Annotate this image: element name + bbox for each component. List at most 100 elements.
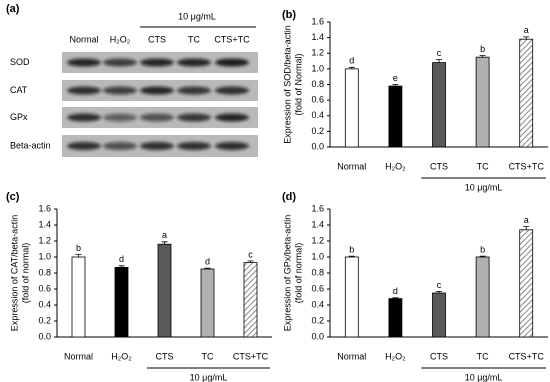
lane-label: TC <box>188 34 200 44</box>
bar <box>432 292 446 338</box>
error-bar <box>479 255 486 257</box>
x-tick-label: CTS <box>156 351 174 361</box>
bar <box>71 256 86 338</box>
y-tick-label: 1.4 <box>311 32 324 42</box>
concentration-label: 10 μg/mL <box>178 11 216 21</box>
blot-band <box>140 142 174 150</box>
lane-label: CTS <box>148 34 166 44</box>
blot-band <box>103 86 137 95</box>
lane-label: Normal <box>69 34 98 44</box>
significance-label: d <box>205 257 210 267</box>
lane-label: CTS+TC <box>214 34 250 44</box>
x-tick-label: H₂O₂ <box>385 351 406 361</box>
blot-band <box>177 86 211 95</box>
y-tick-label: 0.2 <box>311 126 324 136</box>
blot-band <box>215 86 249 95</box>
bar <box>157 243 172 338</box>
blot-band <box>215 58 249 67</box>
y-tick-label: 0.2 <box>311 315 324 325</box>
y-tick-label: 1.4 <box>38 219 51 229</box>
blot-band <box>103 58 137 67</box>
error-bar <box>247 260 254 263</box>
significance-label: b <box>76 243 81 253</box>
protein-label: Beta-actin <box>10 140 51 150</box>
y-axis-title: (fold of normal) <box>293 243 303 304</box>
protein-label: GPx <box>10 112 28 122</box>
error-bar <box>523 36 530 40</box>
blot-band <box>140 58 174 67</box>
significance-label: c <box>437 280 442 290</box>
blot-band <box>103 142 137 150</box>
group-label: 10 μg/mL <box>465 372 503 382</box>
blot-band <box>67 113 101 122</box>
blot-band <box>103 113 137 122</box>
x-tick-label: CTS <box>430 351 448 361</box>
y-axis-title: (fold of Normal) <box>293 53 303 115</box>
y-tick-label: 1.0 <box>38 251 51 261</box>
blot-band <box>67 58 101 67</box>
bar <box>344 256 359 338</box>
error-bar <box>118 265 125 268</box>
error-bar <box>479 55 486 58</box>
significance-label: a <box>162 230 167 240</box>
y-tick-label: 1.6 <box>311 203 324 213</box>
bar <box>388 85 403 148</box>
y-tick-label: 0.6 <box>311 95 324 105</box>
significance-label: a <box>524 215 529 225</box>
x-tick-label: H₂O₂ <box>111 351 132 361</box>
significance-label: c <box>437 48 442 58</box>
x-tick-label: Normal <box>337 161 366 171</box>
bar <box>475 56 490 148</box>
x-tick-label: Normal <box>64 351 93 361</box>
y-tick-label: 0.2 <box>38 315 51 325</box>
lane-label: H₂O₂ <box>110 34 131 44</box>
y-axis-title: Expression of SOD/beta-actin <box>282 25 292 144</box>
significance-label: d <box>349 56 354 66</box>
significance-label: e <box>393 73 398 83</box>
bar <box>114 266 129 338</box>
x-tick-label: TC <box>202 351 214 361</box>
group-label: 10 μg/mL <box>190 372 228 382</box>
group-label: 10 μg/mL <box>465 182 503 192</box>
x-tick-label: CTS+TC <box>509 161 545 171</box>
y-tick-label: 0.8 <box>311 267 324 277</box>
blot-band <box>215 142 249 150</box>
error-bar <box>392 297 399 299</box>
x-tick-label: CTS+TC <box>233 351 269 361</box>
protein-label: SOD <box>10 57 30 67</box>
y-tick-label: 0.0 <box>38 331 51 341</box>
error-bar <box>436 291 442 293</box>
bar <box>519 38 534 148</box>
x-tick-label: Normal <box>337 351 366 361</box>
y-axis-title: Expression of CAT/beta-actin <box>9 215 19 331</box>
blot-band <box>177 113 211 122</box>
x-tick-label: TC <box>477 351 489 361</box>
significance-label: d <box>393 286 398 296</box>
blot-band <box>140 113 174 122</box>
x-tick-label: CTS+TC <box>509 351 545 361</box>
bar <box>432 62 446 148</box>
y-tick-label: 0.0 <box>311 331 324 341</box>
y-tick-label: 1.2 <box>38 235 51 245</box>
y-tick-label: 0.6 <box>38 283 51 293</box>
error-bar <box>161 241 168 245</box>
y-tick-label: 1.6 <box>38 203 51 213</box>
y-tick-label: 1.6 <box>311 16 324 26</box>
y-tick-label: 1.0 <box>311 63 324 73</box>
x-tick-label: CTS <box>430 161 448 171</box>
bar <box>243 262 258 338</box>
significance-label: d <box>119 254 124 264</box>
bar <box>344 68 359 148</box>
y-tick-label: 0.4 <box>38 299 51 309</box>
y-tick-label: 1.2 <box>311 235 324 245</box>
panel-label: (c) <box>6 191 20 203</box>
significance-label: b <box>480 245 485 255</box>
significance-label: b <box>349 245 354 255</box>
significance-label: a <box>524 25 529 35</box>
y-tick-label: 0.6 <box>311 283 324 293</box>
bar <box>200 268 215 338</box>
error-bar <box>436 59 442 63</box>
error-bar <box>523 226 530 230</box>
y-tick-label: 0.4 <box>311 110 324 120</box>
